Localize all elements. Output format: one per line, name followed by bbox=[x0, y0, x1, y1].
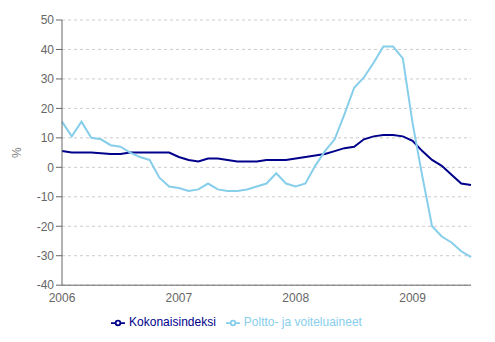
svg-text:2006: 2006 bbox=[49, 291, 76, 305]
svg-text:40: 40 bbox=[41, 43, 55, 57]
svg-text:%: % bbox=[10, 147, 24, 158]
html-text:Kokonaisindeksi: Kokonaisindeksi bbox=[129, 315, 216, 330]
svg-text:-40: -40 bbox=[37, 278, 55, 292]
svg-text:-20: -20 bbox=[37, 220, 55, 234]
svg-text:2007: 2007 bbox=[166, 291, 193, 305]
svg-text:10: 10 bbox=[41, 131, 55, 145]
svg-text:-10: -10 bbox=[37, 190, 55, 204]
svg-text:-30: -30 bbox=[37, 249, 55, 263]
svg-text:30: 30 bbox=[41, 72, 55, 86]
svg-text:0: 0 bbox=[47, 161, 54, 175]
svg-text:50: 50 bbox=[41, 13, 55, 27]
html-text:Poltto- ja voiteluaineet: Poltto- ja voiteluaineet bbox=[243, 315, 362, 330]
svg-text:20: 20 bbox=[41, 102, 55, 116]
svg-text:2008: 2008 bbox=[282, 291, 309, 305]
svg-text:2009: 2009 bbox=[399, 291, 426, 305]
